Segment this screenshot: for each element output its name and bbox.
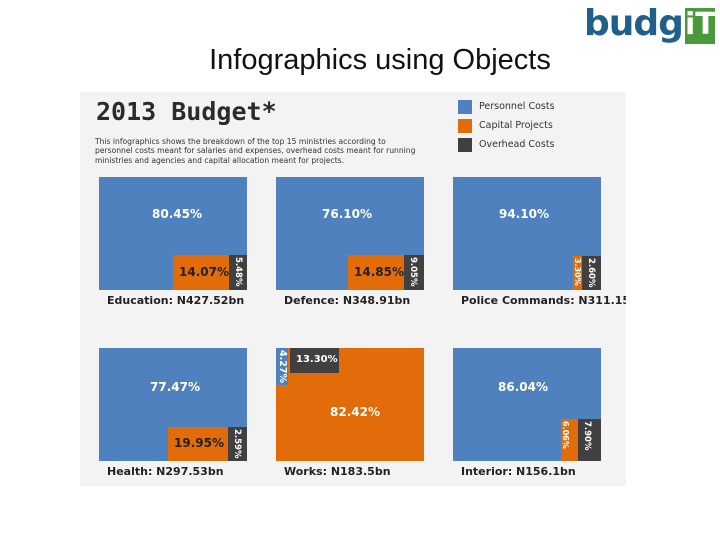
label-personnel: 4.27% [277,350,288,383]
legend-swatch-capital [458,119,472,133]
ministry-caption: Works: N183.5bn [284,465,391,478]
segment-overhead [228,427,247,461]
ministry-tile: 76.10% 14.85% 9.05% Defence: N348.91bn [276,177,424,312]
ministry-tile: 80.45% 14.07% 5.48% Education: N427.52bn [99,177,247,312]
slide-title: Infographics using Objects [209,44,551,76]
ministry-caption: Interior: N156.1bn [461,465,576,478]
label-personnel: 86.04% [498,380,548,394]
tile-block: 77.47% 19.95% 2.59% [99,348,247,461]
segment-capital [173,255,229,290]
segment-overhead [578,419,601,461]
ministry-tile: 4.27% 13.30% 82.42% Works: N183.5bn [276,348,424,483]
label-capital: 14.85% [354,264,404,279]
ministry-tile: 86.04% 6.06% 7.90% Interior: N156.1bn [453,348,601,483]
label-capital: 14.07% [179,264,229,279]
ministry-tile: 77.47% 19.95% 2.59% Health: N297.53bn [99,348,247,483]
label-overhead: 7.90% [582,421,592,451]
tile-block: 86.04% 6.06% 7.90% [453,348,601,461]
legend-label: Overhead Costs [479,139,555,150]
infographic-title: 2013 Budget* [96,97,277,126]
segment-overhead [404,255,424,290]
legend-swatch-overhead [458,138,472,152]
logo-text: budg [584,3,684,44]
segment-capital [168,427,228,461]
segment-overhead [290,348,339,373]
legend-item-personnel: Personnel Costs [458,98,598,116]
ministry-caption: Defence: N348.91bn [284,294,411,307]
ministry-caption: Education: N427.52bn [107,294,245,307]
ministry-tile: 94.10% 3.30% 2.60% Police Commands: N311.15… [453,177,626,312]
ministry-caption: Health: N297.53bn [107,465,224,478]
label-overhead: 5.48% [233,257,243,287]
label-overhead: 2.60% [586,258,596,288]
ministry-caption: Police Commands: N311.15bn [461,294,626,307]
segment-capital [573,256,582,290]
legend-swatch-personnel [458,100,472,114]
label-personnel: 94.10% [499,207,549,221]
legend-item-overhead: Overhead Costs [458,136,598,154]
budgit-logo: budg iT [584,3,716,50]
segment-capital [348,255,404,290]
segment-capital [561,419,578,461]
label-overhead: 9.05% [408,257,418,287]
legend: Personnel Costs Capital Projects Overhea… [458,98,598,155]
label-capital: 19.95% [174,436,224,450]
label-personnel: 76.10% [322,207,372,221]
tile-block: 76.10% 14.85% 9.05% [276,177,424,290]
legend-label: Personnel Costs [479,101,555,112]
label-personnel: 80.45% [152,207,202,221]
infographic: 2013 Budget* This infographics shows the… [80,92,626,486]
legend-label: Capital Projects [479,120,553,131]
segment-overhead [582,256,601,290]
label-overhead: 2.59% [232,429,242,459]
segment-personnel [276,348,288,385]
label-capital: 82.42% [330,405,380,419]
tile-block: 4.27% 13.30% 82.42% [276,348,424,461]
legend-item-capital: Capital Projects [458,117,598,135]
tile-block: 94.10% 3.30% 2.60% [453,177,601,290]
logo-accent: iT [684,7,716,44]
tile-block: 80.45% 14.07% 5.48% [99,177,247,290]
infographic-description: This infographics shows the breakdown of… [95,137,416,165]
label-overhead: 13.30% [296,354,338,365]
label-capital: 6.06% [561,421,570,449]
segment-overhead [229,255,247,290]
label-personnel: 77.47% [150,380,200,394]
label-capital: 3.30% [573,258,582,286]
